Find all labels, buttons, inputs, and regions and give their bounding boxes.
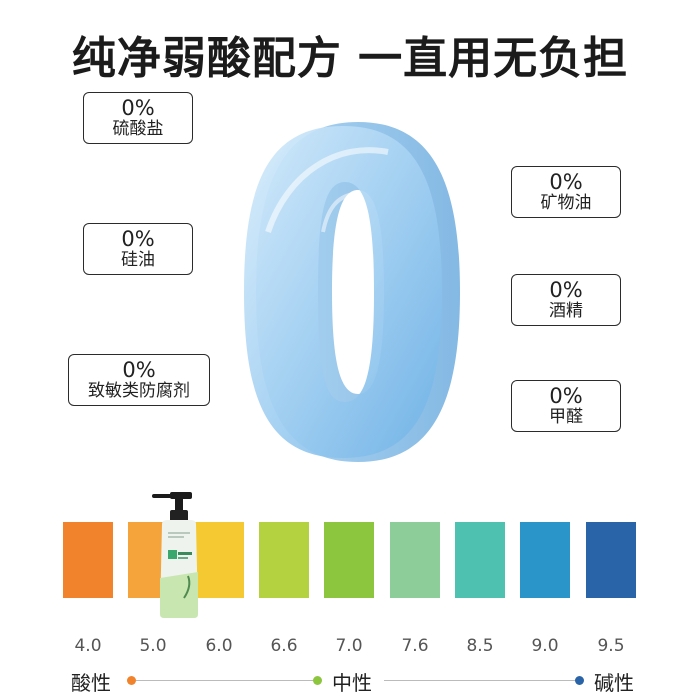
tag-alcohol: 0% 酒精 — [511, 274, 621, 326]
tag-label: 硅油 — [121, 249, 155, 270]
ph-swatch — [455, 522, 505, 598]
tag-percent: 0% — [121, 226, 155, 251]
ph-swatch — [324, 522, 374, 598]
ph-swatch — [259, 522, 309, 598]
ph-swatch — [194, 522, 244, 598]
tag-percent: 0% — [122, 357, 156, 382]
acidic-label: 酸性 — [71, 671, 111, 695]
ph-swatch — [63, 522, 113, 598]
ph-value: 9.0 — [531, 636, 559, 656]
neutral-dot — [313, 676, 322, 685]
ph-swatch — [520, 522, 570, 598]
zero-graphic: 0 — [244, 122, 460, 462]
tag-percent: 0% — [549, 169, 583, 194]
headline: 纯净弱酸配方 一直用无负担 — [71, 33, 629, 84]
alkaline-label: 碱性 — [594, 671, 634, 695]
tag-percent: 0% — [549, 383, 583, 408]
tag-mineral-oil: 0% 矿物油 — [511, 166, 621, 218]
ph-swatch — [390, 522, 440, 598]
ph-value: 6.6 — [270, 636, 298, 656]
tag-label: 甲醛 — [549, 406, 583, 427]
scale-line-right — [384, 680, 577, 681]
neutral-label: 中性 — [332, 671, 372, 695]
svg-text:0: 0 — [343, 311, 344, 313]
pump-bottle-icon — [152, 492, 198, 618]
ph-value: 4.0 — [74, 636, 102, 656]
tag-percent: 0% — [549, 277, 583, 302]
scale-line-left — [136, 680, 316, 681]
tag-percent: 0% — [121, 95, 155, 120]
tag-label: 酒精 — [549, 300, 583, 321]
ph-value: 7.6 — [401, 636, 429, 656]
tag-label: 致敏类防腐剂 — [88, 380, 190, 401]
acidic-dot — [127, 676, 136, 685]
tag-formaldehyde: 0% 甲醛 — [511, 380, 621, 432]
ph-value: 6.0 — [205, 636, 233, 656]
tag-silicone-oil: 0% 硅油 — [83, 223, 193, 275]
ph-value: 5.0 — [139, 636, 167, 656]
ph-value: 9.5 — [597, 636, 625, 656]
tag-label: 矿物油 — [540, 192, 592, 213]
ph-value: 7.0 — [335, 636, 363, 656]
ph-value: 8.5 — [466, 636, 494, 656]
tag-allergenic-preservatives: 0% 致敏类防腐剂 — [68, 354, 210, 406]
ph-swatch — [586, 522, 636, 598]
tag-sulfate: 0% 硫酸盐 — [83, 92, 193, 144]
tag-label: 硫酸盐 — [112, 118, 164, 139]
alkaline-dot — [575, 676, 584, 685]
